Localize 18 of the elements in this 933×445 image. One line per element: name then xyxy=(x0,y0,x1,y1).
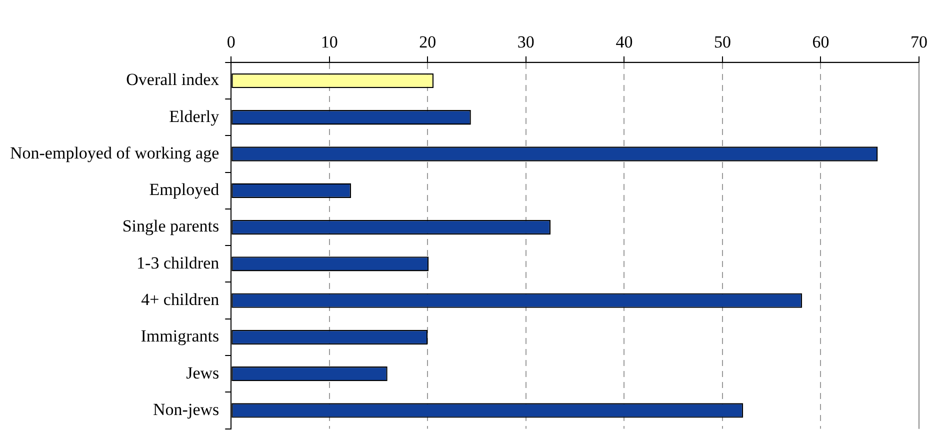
y-tick-label: Non-employed of working age xyxy=(10,143,220,162)
y-tick-label: Single parents xyxy=(122,216,220,236)
x-tick-label: 20 xyxy=(419,32,436,52)
x-tick-label: 60 xyxy=(812,32,830,52)
y-tick-label: Employed xyxy=(149,180,220,200)
y-tick-label: Non-jews xyxy=(153,400,220,419)
x-tick-label: 10 xyxy=(320,32,338,52)
x-tick-label: 70 xyxy=(910,32,928,52)
y-tick-label: Jews xyxy=(186,363,220,382)
x-tick-label: 40 xyxy=(616,32,633,52)
y-tick-label: Immigrants xyxy=(140,326,220,346)
x-tick-label: 50 xyxy=(714,32,731,52)
x-tick-label: 0 xyxy=(226,32,236,52)
y-tick-label: 1-3 children xyxy=(136,253,220,272)
y-tick-label: 4+ children xyxy=(141,290,220,310)
y-tick-label: Overall index xyxy=(126,70,220,90)
x-tick-label: 30 xyxy=(517,32,534,52)
y-tick-label: Elderly xyxy=(169,106,220,126)
